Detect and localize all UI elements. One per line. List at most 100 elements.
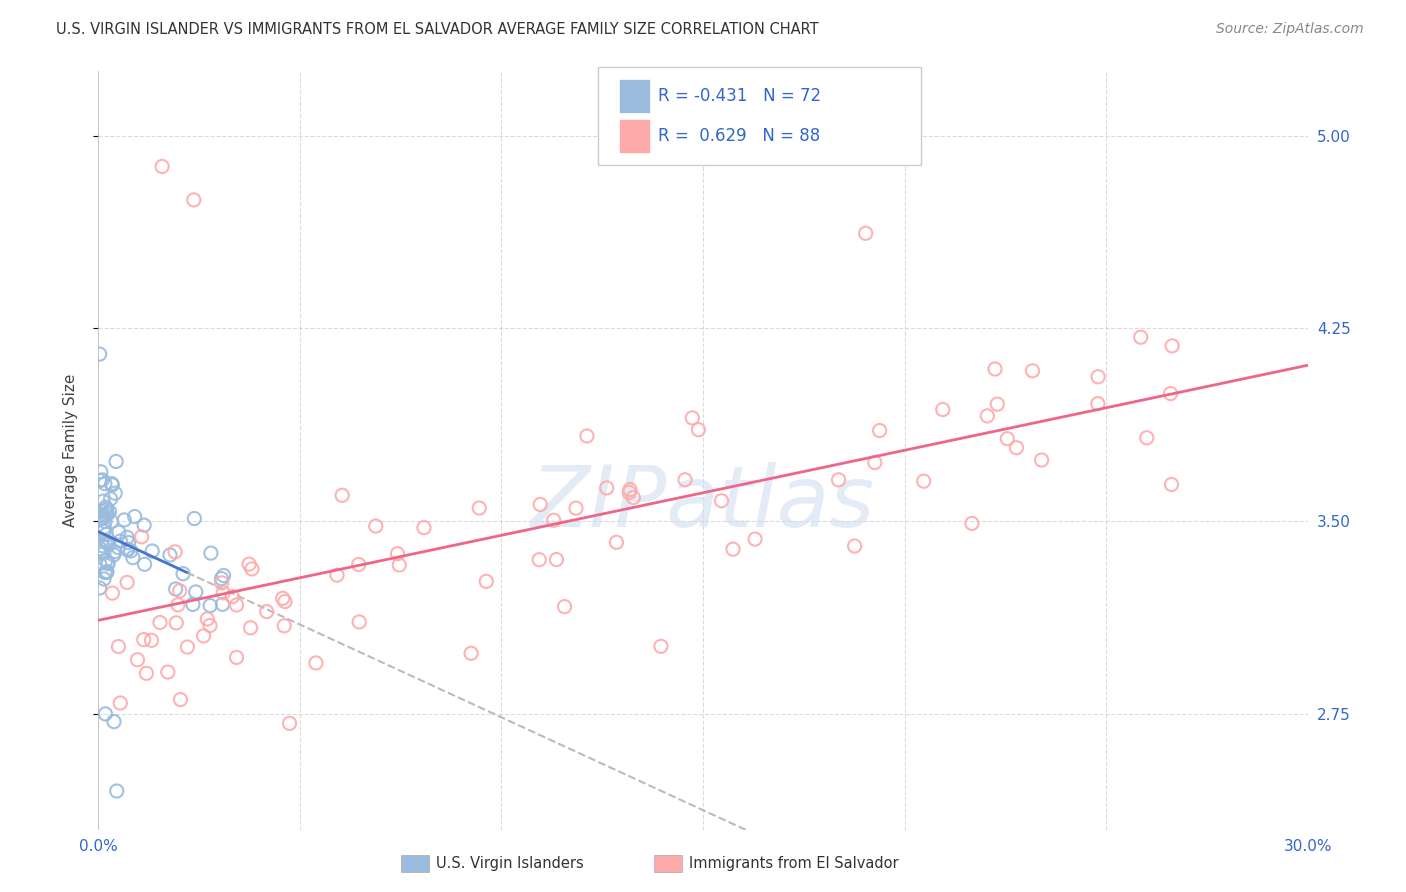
Point [932, 402, 955, 417]
Point [869, 424, 891, 438]
Point [93, 572, 115, 586]
Point [124, 509, 146, 524]
Point [596, 481, 619, 495]
Point [165, 582, 187, 596]
Point [89, 581, 111, 595]
Point [110, 696, 132, 710]
Point [91, 473, 114, 487]
Point [330, 488, 353, 502]
Point [121, 550, 143, 565]
Point [326, 568, 349, 582]
Point [347, 615, 370, 629]
Point [94, 500, 117, 515]
Point [141, 544, 163, 558]
Point [460, 646, 482, 660]
Point [575, 429, 598, 443]
Point [388, 558, 411, 572]
Point [120, 544, 142, 558]
Point [117, 535, 139, 549]
Point [93, 546, 115, 560]
Point [183, 511, 205, 525]
Point [212, 586, 235, 600]
Point [195, 612, 218, 626]
Y-axis label: Average Family Size: Average Family Size [63, 374, 77, 527]
Point [621, 491, 644, 505]
Point [364, 519, 387, 533]
Point [105, 454, 128, 468]
Point [347, 558, 370, 572]
Point [93, 520, 115, 534]
Point [94, 706, 117, 721]
Point [1136, 431, 1159, 445]
Point [475, 574, 498, 589]
Point [984, 362, 1007, 376]
Point [117, 542, 139, 557]
Point [619, 485, 641, 500]
Point [104, 486, 127, 500]
Point [94, 514, 117, 528]
Point [221, 590, 243, 604]
Point [97, 556, 120, 570]
Point [115, 575, 138, 590]
Point [134, 518, 156, 533]
Point [225, 650, 247, 665]
Point [1129, 330, 1152, 344]
Point [413, 521, 436, 535]
Point [94, 502, 117, 516]
Point [127, 653, 149, 667]
Point [96, 527, 118, 541]
Point [94, 508, 117, 523]
Point [193, 629, 215, 643]
Point [176, 640, 198, 654]
Point [554, 599, 576, 614]
Text: R = -0.431   N = 72: R = -0.431 N = 72 [658, 87, 821, 105]
Point [1160, 386, 1182, 401]
Text: R =  0.629   N = 88: R = 0.629 N = 88 [658, 127, 820, 145]
Point [721, 542, 744, 557]
Point [688, 423, 710, 437]
Point [96, 565, 118, 579]
Point [89, 541, 111, 556]
Point [172, 566, 194, 581]
Point [91, 494, 114, 508]
Point [546, 552, 568, 566]
Point [103, 548, 125, 562]
Text: ZIPatlas: ZIPatlas [531, 462, 875, 545]
Point [97, 557, 120, 571]
Point [110, 534, 132, 549]
Point [94, 566, 117, 580]
Point [107, 541, 129, 555]
Point [198, 618, 221, 632]
Point [165, 545, 187, 559]
Point [94, 553, 117, 567]
Point [96, 502, 118, 516]
Point [1087, 369, 1109, 384]
Point [134, 558, 156, 572]
Point [112, 513, 135, 527]
Point [1031, 453, 1053, 467]
Point [198, 599, 221, 613]
Text: U.S. VIRGIN ISLANDER VS IMMIGRANTS FROM EL SALVADOR AVERAGE FAMILY SIZE CORRELAT: U.S. VIRGIN ISLANDER VS IMMIGRANTS FROM … [56, 22, 818, 37]
Point [169, 692, 191, 706]
Point [156, 665, 179, 679]
Point [240, 562, 263, 576]
Point [98, 505, 121, 519]
Text: Immigrants from El Salvador: Immigrants from El Salvador [689, 856, 898, 871]
Point [744, 532, 766, 546]
Point [150, 160, 173, 174]
Point [211, 597, 233, 611]
Point [673, 473, 696, 487]
Point [912, 474, 935, 488]
Point [273, 619, 295, 633]
Point [619, 483, 641, 497]
Point [90, 508, 112, 523]
Point [159, 548, 181, 562]
Point [605, 535, 627, 549]
Point [256, 605, 278, 619]
Point [96, 535, 118, 549]
Point [212, 568, 235, 582]
Point [960, 516, 983, 531]
Point [141, 633, 163, 648]
Point [132, 632, 155, 647]
Point [183, 193, 205, 207]
